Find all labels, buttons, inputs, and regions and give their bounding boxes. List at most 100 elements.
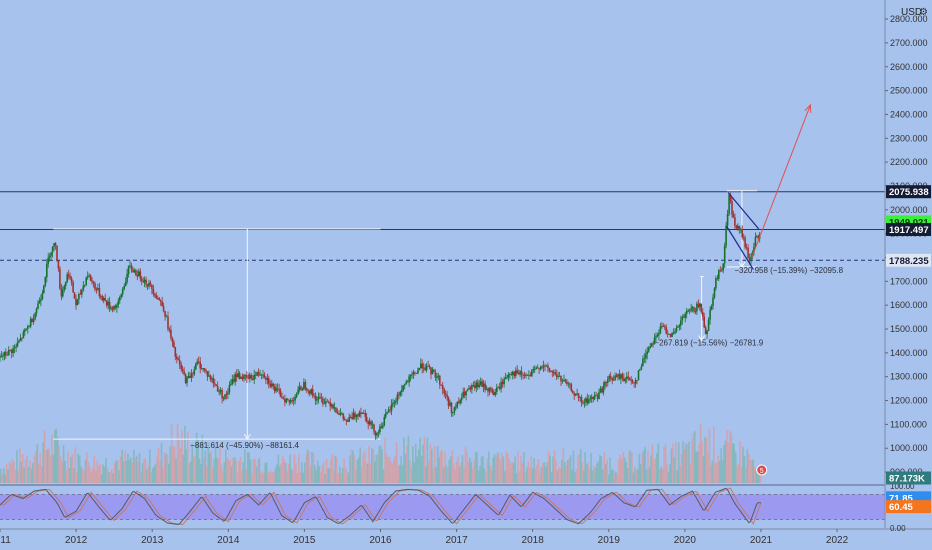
volume-bar <box>264 462 266 483</box>
volume-bar <box>414 443 417 483</box>
candle-body <box>329 402 331 407</box>
volume-bar <box>508 458 510 483</box>
volume-bar <box>189 461 192 483</box>
volume-bar <box>311 452 313 483</box>
y-tick-label: 2600.000 <box>890 62 928 72</box>
candle-body <box>406 381 409 383</box>
candle-body <box>19 337 22 341</box>
volume-bar <box>119 456 122 483</box>
candle-body <box>235 374 238 378</box>
candle-body <box>152 289 155 294</box>
candle-body <box>5 351 7 355</box>
candle-body <box>294 396 296 401</box>
candle-body <box>29 318 32 327</box>
candle-body <box>750 256 752 262</box>
candle-body <box>700 303 703 313</box>
candle-body <box>348 416 350 422</box>
candle-body <box>73 292 76 299</box>
volume-bar <box>90 472 93 483</box>
candle-body <box>336 412 339 414</box>
volume-bar <box>452 464 455 483</box>
volume-bar <box>439 451 442 483</box>
volume-bar <box>432 467 435 483</box>
volume-bar <box>566 460 569 483</box>
candle-body <box>363 413 365 414</box>
candle-body <box>306 388 308 391</box>
volume-bar <box>447 468 449 483</box>
volume-bar <box>752 459 754 483</box>
candle-body <box>155 295 158 298</box>
volume-bar <box>677 442 680 483</box>
candle-body <box>323 403 326 405</box>
measure-label: −320.958 (−15.39%) −32095.8 <box>734 266 843 275</box>
candle-body <box>555 374 558 377</box>
candle-body <box>681 316 684 321</box>
candle-body <box>405 381 407 385</box>
volume-bar <box>369 463 372 483</box>
candle-body <box>98 288 101 297</box>
candle-body <box>582 402 584 404</box>
volume-bar <box>23 467 25 483</box>
candle-body <box>628 378 631 381</box>
candle-body <box>102 298 105 301</box>
volume-bar <box>287 463 290 483</box>
volume-badge-bg <box>886 471 931 485</box>
candle-body <box>456 402 459 408</box>
candle-body <box>621 374 624 379</box>
volume-bar <box>404 453 407 483</box>
volume-bar <box>562 447 565 483</box>
candle-body <box>174 347 177 357</box>
volume-bar <box>536 465 538 483</box>
volume-bar <box>217 458 220 483</box>
candle-body <box>119 297 121 301</box>
candle-body <box>212 378 215 384</box>
stochastic-scale-label: 0.00 <box>890 524 906 533</box>
volume-bar <box>717 455 719 483</box>
volume-bar <box>108 472 110 483</box>
volume-bar <box>64 460 66 483</box>
volume-bar <box>647 450 649 483</box>
volume-bar <box>423 436 426 483</box>
candle-body <box>512 371 514 375</box>
candle-body <box>460 397 463 401</box>
volume-bar <box>173 446 176 483</box>
candle-body <box>15 346 17 348</box>
candle-body <box>285 399 288 403</box>
volume-bar <box>295 463 297 483</box>
candle-body <box>547 365 549 368</box>
volume-bar <box>477 470 480 483</box>
candle-body <box>415 373 418 374</box>
volume-bar <box>629 450 632 483</box>
volume-bar <box>580 449 582 483</box>
x-tick-label: 2016 <box>369 535 392 546</box>
candle-body <box>560 376 562 382</box>
volume-bar <box>303 462 306 483</box>
candle-body <box>577 393 580 398</box>
candle-body <box>402 385 404 390</box>
candle-body <box>32 319 35 323</box>
candle-body <box>446 394 448 398</box>
candle-body <box>503 379 505 385</box>
volume-bar <box>702 456 705 483</box>
candle-body <box>439 375 441 385</box>
candle-body <box>284 398 286 403</box>
volume-bar <box>366 463 369 483</box>
candle-body <box>734 217 736 226</box>
candle-body <box>278 388 280 391</box>
candle-body <box>66 274 68 282</box>
volume-bar <box>252 458 255 483</box>
candle-body <box>186 377 188 384</box>
volume-bar <box>273 472 275 483</box>
volume-bar <box>689 463 692 483</box>
volume-bar <box>283 459 285 483</box>
volume-bar <box>469 457 471 483</box>
volume-bar <box>89 467 91 483</box>
volume-bar <box>220 464 223 483</box>
settings-glyph[interactable]: ⚙ <box>919 7 928 18</box>
volume-bar <box>225 449 227 483</box>
volume-bar <box>663 447 665 483</box>
candle-body <box>143 279 146 283</box>
candle-body <box>114 305 117 308</box>
volume-bar <box>398 464 401 483</box>
